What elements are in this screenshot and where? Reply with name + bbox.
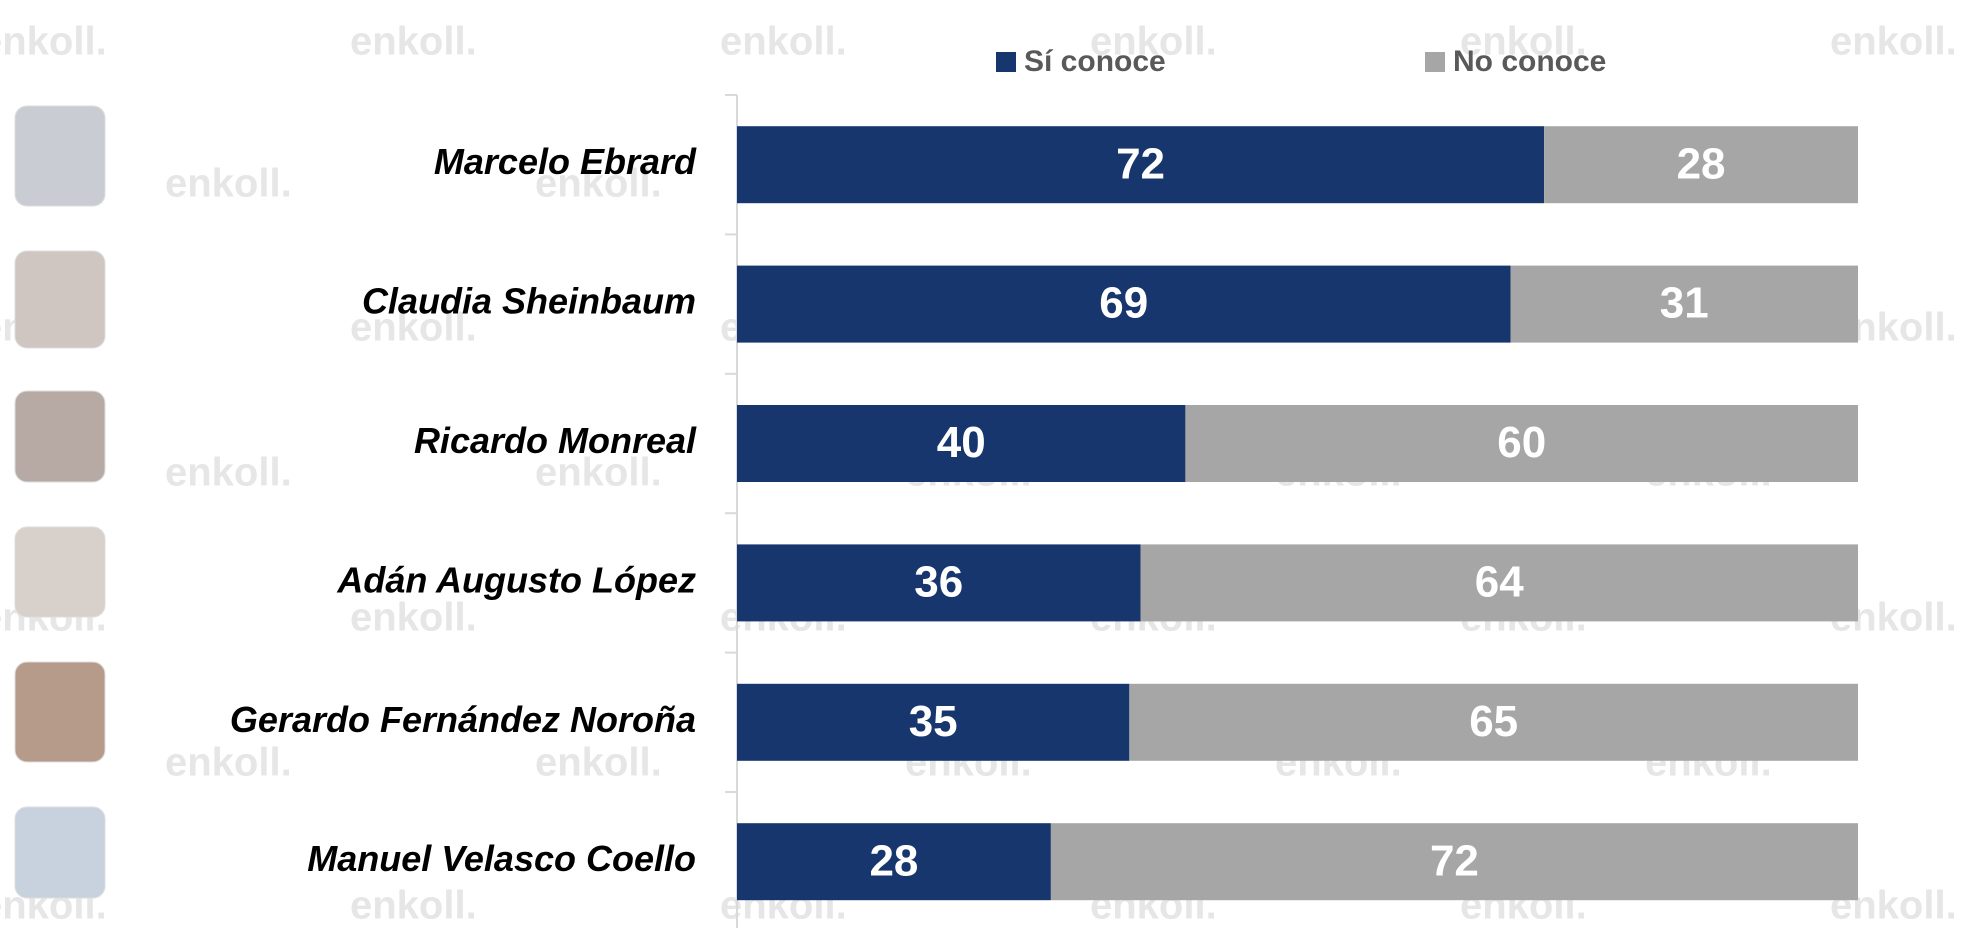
watermark: enkoll. [535,451,662,495]
legend-swatch [1425,52,1445,72]
legend-label: No conoce [1453,45,1606,78]
photo [14,526,106,618]
value-label: 31 [1660,279,1709,328]
bar-segment [1185,405,1858,482]
value-label: 64 [1475,558,1524,607]
value-label: 60 [1497,418,1546,467]
watermark: enkoll. [535,741,662,785]
bar-segment [1544,126,1858,204]
category-label: Claudia Sheinbaum [362,281,696,322]
value-label: 72 [1116,139,1165,188]
bar-segment [737,265,1511,343]
bar-segment [737,126,1545,204]
category-label: Manuel Velasco Coello [307,838,696,879]
category-label: Marcelo Ebrard [434,141,697,182]
category-label: Gerardo Fernández Noroña [230,699,696,740]
watermark: enkoll. [720,20,847,64]
bar-segment [737,823,1051,901]
value-label: 72 [1430,836,1479,885]
value-label: 36 [914,558,963,607]
photo [14,105,106,207]
watermark: enkoll. [165,741,292,785]
bar-segment [1140,544,1858,622]
value-label: 69 [1099,279,1148,328]
photos [14,105,106,899]
bar-segment [737,544,1141,622]
value-label: 40 [937,418,986,467]
photo [14,806,106,899]
bar-segment [737,683,1130,761]
category-label: Adán Augusto López [336,559,696,600]
watermark: enkoll. [350,884,477,928]
watermark: enkoll. [165,162,292,206]
bar-segment [737,405,1186,482]
value-label: 28 [1677,139,1726,188]
watermark: enkoll. [350,306,477,350]
bar-segment [1510,265,1858,343]
value-label: 35 [909,697,958,746]
watermark: enkoll. [535,162,662,206]
legend-label: Sí conoce [1024,45,1166,78]
category-label: Ricardo Monreal [414,420,697,461]
value-label: 28 [869,836,918,885]
watermark: enkoll. [165,451,292,495]
bar-segment [1050,823,1858,901]
watermark: enkoll. [1460,20,1587,64]
watermark: enkoll. [350,596,477,640]
value-label: 65 [1469,697,1518,746]
legend-swatch [996,52,1016,72]
bar-segment [1129,683,1858,761]
watermark: enkoll. [0,20,107,64]
watermark: enkoll. [1090,20,1217,64]
photo [14,661,106,763]
photo [14,390,106,483]
watermark: enkoll. [1830,20,1957,64]
watermark: enkoll. [350,20,477,64]
photo [14,250,106,349]
